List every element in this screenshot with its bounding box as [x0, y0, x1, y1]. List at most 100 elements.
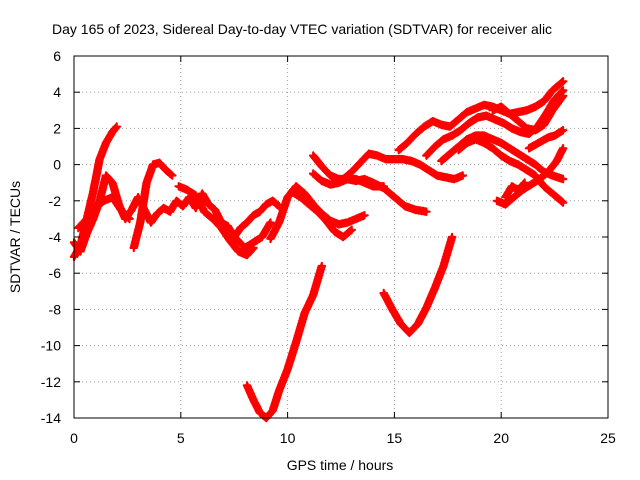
- data-point: [474, 106, 478, 111]
- y-tick-label: -6: [49, 265, 62, 281]
- data-point: [441, 137, 446, 141]
- data-point: [441, 264, 446, 268]
- data-point: [367, 152, 371, 156]
- series-trace-c: [74, 192, 134, 233]
- data-point: [561, 88, 565, 92]
- series-trace-g: [242, 261, 327, 423]
- data-point: [450, 134, 454, 138]
- grid-layer: [74, 56, 608, 418]
- data-point: [345, 220, 349, 225]
- data-point: [508, 159, 512, 163]
- data-point: [493, 117, 497, 121]
- data-point: [405, 141, 409, 145]
- data-point: [341, 235, 345, 239]
- data-point: [251, 398, 255, 402]
- data-point: [550, 173, 555, 178]
- x-tick-label: 5: [177, 430, 185, 446]
- data-point: [542, 99, 546, 103]
- data-point: [110, 181, 114, 185]
- series-trace-q: [454, 135, 568, 207]
- series-trace-r: [488, 91, 568, 135]
- data-point: [512, 195, 516, 199]
- data-point: [510, 184, 514, 188]
- chart-title: Day 165 of 2023, Sidereal Day-to-day VTE…: [52, 21, 552, 37]
- data-point: [290, 190, 294, 194]
- data-point: [561, 146, 565, 150]
- data-point: [119, 208, 123, 212]
- data-point: [264, 202, 268, 206]
- data-point: [91, 217, 95, 221]
- data-point: [467, 121, 471, 125]
- data-point: [474, 137, 478, 141]
- series-trace-k: [308, 169, 388, 191]
- data-point: [271, 199, 275, 203]
- data-point: [542, 184, 546, 188]
- data-point: [397, 148, 401, 152]
- data-point: [98, 157, 102, 161]
- data-point: [294, 340, 298, 344]
- data-point: [303, 192, 307, 196]
- data-point: [85, 217, 89, 221]
- data-point: [516, 163, 520, 167]
- data-point: [303, 311, 307, 315]
- data-point: [384, 157, 388, 161]
- y-tick-label: -14: [41, 410, 61, 426]
- data-point: [151, 163, 155, 167]
- data-point: [320, 179, 324, 183]
- data-point: [482, 141, 486, 145]
- data-point: [226, 224, 230, 228]
- data-point: [91, 190, 95, 194]
- data-point: [503, 195, 508, 199]
- data-point: [194, 206, 198, 210]
- data-point: [407, 331, 411, 335]
- data-point: [104, 141, 108, 145]
- data-point: [320, 164, 324, 168]
- data-point: [525, 126, 529, 130]
- data-point: [525, 108, 529, 112]
- data-point: [277, 204, 281, 208]
- data-point: [219, 226, 223, 230]
- data-point: [516, 110, 520, 114]
- y-tick-label: -10: [41, 338, 61, 354]
- data-point: [341, 177, 345, 181]
- data-point: [527, 146, 531, 150]
- data-point: [358, 161, 362, 165]
- y-tick-label: 4: [53, 84, 61, 100]
- data-point: [127, 217, 132, 221]
- data-point: [354, 177, 358, 181]
- data-point: [499, 105, 503, 109]
- data-point: [271, 409, 275, 413]
- data-point: [93, 206, 97, 210]
- data-point: [315, 210, 320, 214]
- data-point: [424, 306, 428, 310]
- data-point: [491, 146, 495, 150]
- data-point: [525, 157, 529, 161]
- data-point: [375, 154, 379, 158]
- data-point: [258, 210, 262, 214]
- x-tick-label: 25: [600, 430, 616, 446]
- data-point: [392, 195, 396, 199]
- data-point: [495, 199, 499, 203]
- data-point: [110, 130, 114, 134]
- data-point: [350, 170, 354, 174]
- data-point: [362, 181, 367, 185]
- data-point: [228, 239, 232, 243]
- data-point: [104, 173, 108, 178]
- data-point: [403, 204, 407, 208]
- data-point: [200, 192, 204, 196]
- data-point: [132, 246, 136, 250]
- data-point: [491, 108, 495, 112]
- data-point: [465, 110, 469, 114]
- data-point: [550, 108, 555, 112]
- data-point: [418, 163, 422, 167]
- series-trace-i: [287, 187, 356, 242]
- data-point: [424, 210, 428, 214]
- data-point: [510, 126, 514, 130]
- data-point: [130, 208, 134, 212]
- data-point: [382, 291, 386, 295]
- data-point: [251, 213, 255, 217]
- data-point: [424, 154, 428, 158]
- data-point: [268, 237, 273, 241]
- data-point: [461, 173, 465, 178]
- data-point: [157, 161, 161, 165]
